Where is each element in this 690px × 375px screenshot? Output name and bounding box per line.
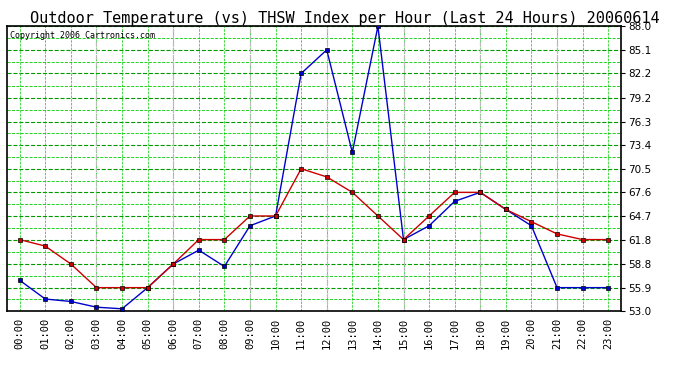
Text: Copyright 2006 Cartronics.com: Copyright 2006 Cartronics.com xyxy=(10,30,155,39)
Text: Outdoor Temperature (vs) THSW Index per Hour (Last 24 Hours) 20060614: Outdoor Temperature (vs) THSW Index per … xyxy=(30,11,660,26)
